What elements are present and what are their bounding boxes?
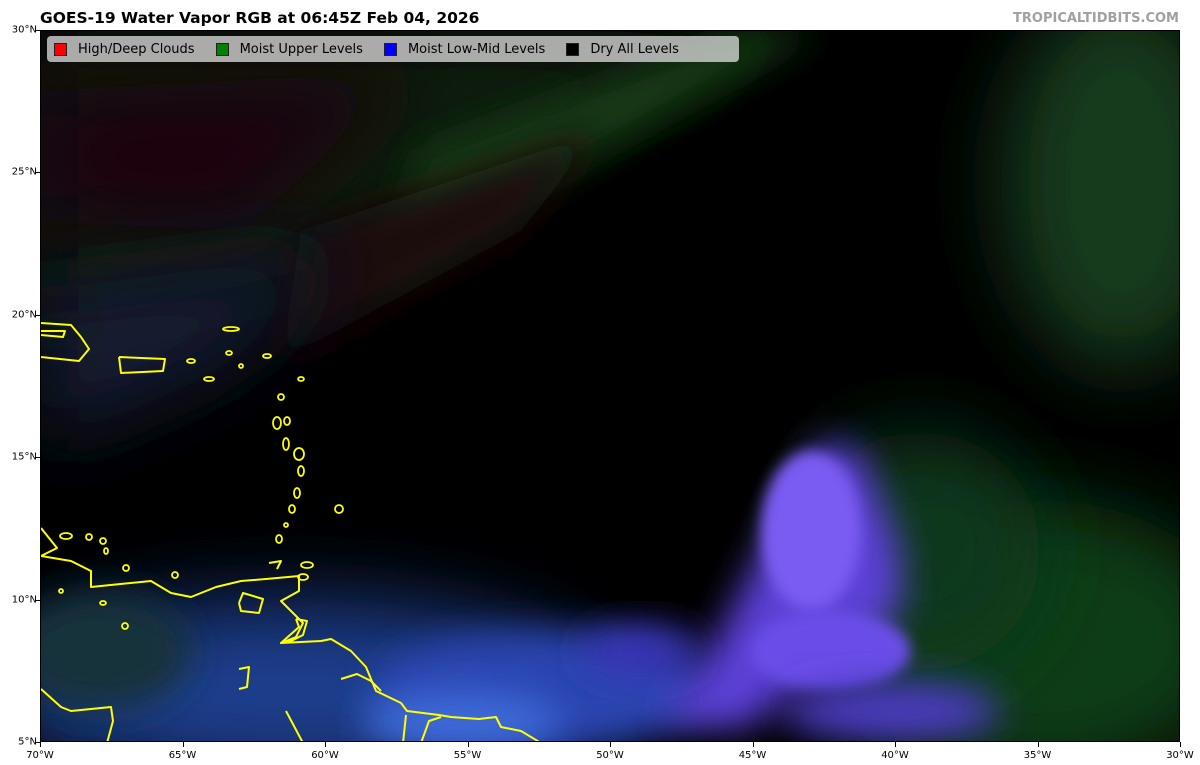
legend: High/Deep Clouds Moist Upper Levels Mois… — [47, 36, 739, 62]
coastline-segment — [41, 688, 114, 741]
coastline-segment — [41, 322, 90, 362]
lon-tick-label: 70°W — [26, 750, 54, 761]
site-credit: TROPICALTIDBITS.COM — [1013, 11, 1179, 26]
island-outline — [300, 561, 314, 569]
island-outline — [283, 416, 291, 426]
coastline-segment — [238, 592, 264, 614]
map-title: GOES-19 Water Vapor RGB at 06:45Z Feb 04… — [40, 9, 480, 27]
black-swatch-icon — [566, 42, 580, 56]
lon-tick-label: 35°W — [1023, 750, 1052, 761]
island-outline — [171, 571, 179, 579]
legend-item-moist-low-mid: Moist Low-Mid Levels — [383, 41, 546, 57]
coastline-segment — [41, 555, 540, 741]
lon-tick-label: 65°W — [168, 750, 197, 761]
coastline-segment — [285, 710, 304, 741]
lon-tick-label: 55°W — [453, 750, 482, 761]
coastline-segment — [402, 714, 407, 741]
coastline-segment — [238, 666, 250, 690]
lat-tick-mark — [35, 314, 40, 316]
lon-tick-mark — [182, 742, 184, 747]
lon-tick-label: 45°W — [738, 750, 767, 761]
lat-tick-mark — [35, 599, 40, 601]
lon-tick-mark — [467, 742, 469, 747]
island-outline — [85, 533, 93, 541]
coastline-segment — [280, 618, 308, 644]
island-outline — [277, 393, 285, 401]
lat-tick-mark — [35, 30, 40, 31]
moisture-fields — [41, 31, 1179, 741]
green-swatch-icon — [215, 42, 229, 56]
island-outline — [293, 487, 301, 499]
lat-tick-label: 20°N — [11, 309, 37, 321]
island-outline — [59, 532, 73, 540]
lat-tick-label: 30°N — [11, 24, 37, 36]
satellite-map — [40, 30, 1180, 742]
coastline-segment — [118, 356, 166, 374]
lon-tick-mark — [1180, 742, 1181, 747]
legend-label: Moist Upper Levels — [239, 41, 363, 57]
island-outline — [288, 504, 296, 514]
island-outline — [297, 376, 305, 382]
lon-tick-mark — [40, 742, 41, 747]
island-outline — [99, 537, 107, 545]
blue-swatch-icon — [383, 42, 397, 56]
lat-tick-label: 10°N — [11, 594, 37, 606]
lon-tick-label: 40°W — [881, 750, 909, 761]
coastline-segment — [41, 330, 66, 338]
lon-tick-label: 30°W — [1166, 750, 1194, 761]
island-outline — [238, 363, 244, 369]
satellite-imagery — [41, 31, 1179, 741]
legend-item-dry: Dry All Levels — [566, 42, 679, 57]
legend-label: High/Deep Clouds — [78, 41, 195, 57]
island-outline — [121, 622, 129, 630]
lat-tick-mark — [35, 172, 40, 174]
lon-tick-mark — [610, 742, 611, 747]
lat-tick-label: 15°N — [11, 451, 37, 463]
legend-label: Dry All Levels — [590, 41, 679, 57]
island-outline — [293, 447, 305, 461]
lon-tick-mark — [1037, 742, 1039, 747]
legend-label: Moist Low-Mid Levels — [407, 41, 546, 57]
island-outline — [58, 588, 64, 594]
coastlines — [41, 322, 540, 741]
coastline-segment — [420, 716, 442, 741]
lat-tick-mark — [35, 457, 40, 459]
island-outline — [262, 353, 272, 359]
island-outline — [122, 564, 130, 572]
island-outline — [282, 437, 290, 451]
red-swatch-icon — [54, 42, 67, 56]
legend-item-high-deep-clouds: High/Deep Clouds — [54, 42, 195, 57]
island-outline — [334, 504, 344, 514]
lon-tick-label: 60°W — [311, 750, 339, 761]
lon-tick-mark — [752, 742, 754, 747]
island-outline — [203, 376, 215, 382]
legend-item-moist-upper: Moist Upper Levels — [215, 41, 363, 57]
lon-tick-label: 50°W — [596, 750, 624, 761]
lon-tick-mark — [895, 742, 896, 747]
island-outline — [272, 416, 282, 430]
lon-tick-mark — [325, 742, 326, 747]
island-outline — [222, 326, 240, 332]
coastline-segment — [268, 560, 282, 570]
island-outline — [283, 522, 289, 528]
island-outline — [99, 600, 107, 606]
coastline-segment — [41, 527, 58, 557]
lat-tick-label: 25°N — [11, 166, 37, 178]
island-outline — [275, 534, 283, 544]
island-outline — [225, 350, 233, 356]
coastline-segment — [340, 673, 382, 692]
island-outline — [297, 573, 309, 581]
lat-tick-mark — [35, 742, 40, 743]
island-outline — [297, 465, 305, 477]
island-outline — [103, 547, 109, 555]
island-outline — [186, 358, 196, 364]
lat-tick-label: 5°N — [18, 736, 37, 748]
